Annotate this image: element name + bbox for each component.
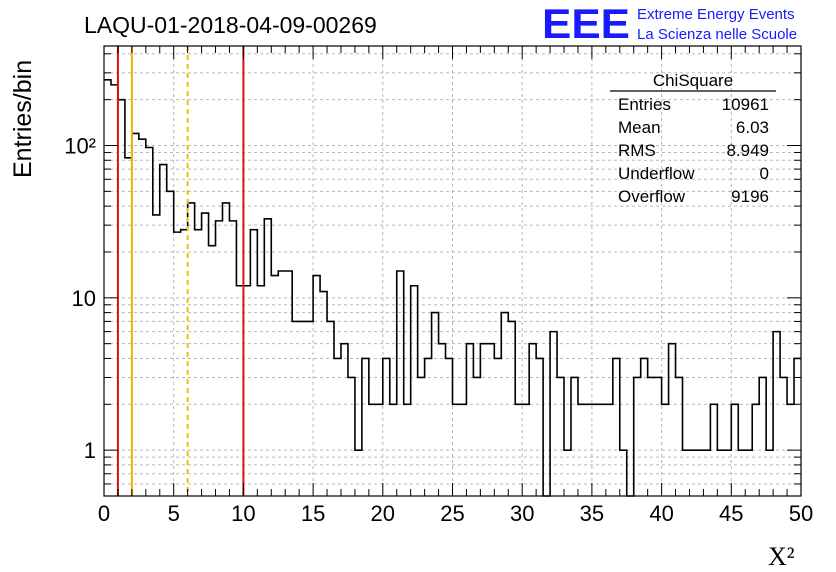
histogram-bin [780, 377, 787, 496]
histogram-bin [641, 358, 648, 496]
histogram-bin [327, 321, 334, 496]
histogram-bin [773, 332, 780, 496]
histogram-bin [613, 358, 620, 496]
stats-value-rms: 8.949 [726, 141, 769, 160]
histogram-bin [222, 203, 229, 496]
x-axis-label: X² [768, 542, 795, 571]
stats-label-rms: RMS [618, 141, 656, 160]
histogram-series [104, 78, 801, 497]
stats-label-underflow: Underflow [618, 164, 695, 183]
histogram-bin [271, 276, 278, 496]
histogram-bin [132, 133, 139, 496]
y-axis-label: Entries/bin [9, 60, 37, 178]
plot-title: LAQU-01-2018-04-09-00269 [84, 12, 377, 38]
histogram-bin [334, 358, 341, 496]
histogram-bin [418, 377, 425, 496]
histogram-bin [425, 358, 432, 496]
stats-value-mean: 6.03 [736, 118, 769, 137]
eee-logo-line1: Extreme Energy Events [637, 6, 795, 23]
histogram-bin [174, 232, 181, 496]
histogram-bin [676, 377, 683, 496]
histogram-bin [104, 80, 111, 496]
histogram-bin [341, 344, 348, 496]
histogram-bin [195, 230, 202, 496]
histogram-bin [669, 344, 676, 496]
stats-value-underflow: 0 [760, 164, 769, 183]
x-tick-label: 10 [231, 501, 255, 526]
histogram-bin [557, 377, 564, 496]
y-tick-label: 1 [84, 438, 96, 463]
eee-logo-line2: La Scienza nelle Scuole [637, 26, 797, 43]
x-tick-label: 20 [371, 501, 395, 526]
histogram-bin [209, 246, 216, 496]
histogram-bin [348, 377, 355, 496]
histogram-bin [292, 321, 299, 496]
histogram-bin [634, 377, 641, 496]
x-tick-label: 50 [789, 501, 813, 526]
histogram-bin [480, 344, 487, 496]
histogram-bin [306, 321, 313, 496]
y-tick-label: 10 [72, 286, 96, 311]
histogram-bin [473, 377, 480, 496]
eee-logo: EEE Extreme Energy Events La Scienza nel… [542, 0, 797, 47]
stats-label-mean: Mean [618, 118, 661, 137]
x-tick-label: 5 [168, 501, 180, 526]
x-tick-label: 45 [719, 501, 743, 526]
histogram-bin [571, 377, 578, 496]
stats-value-entries: 10961 [722, 95, 769, 114]
eee-logo-mark: EEE [542, 0, 630, 47]
histogram-bin [181, 230, 188, 496]
histogram-bin [299, 321, 306, 496]
histogram-bin [125, 158, 132, 496]
histogram-bin [111, 85, 118, 496]
histogram-bin [313, 276, 320, 496]
histogram-bin [508, 321, 515, 496]
histogram-bin [139, 139, 146, 496]
histogram-bin [487, 344, 494, 496]
histogram-bin [494, 358, 501, 496]
histogram-bin [188, 203, 195, 496]
histogram-bin [202, 213, 209, 496]
histogram-bin [153, 215, 160, 496]
x-tick-label: 0 [98, 501, 110, 526]
x-tick-label: 40 [649, 501, 673, 526]
histogram-bin [529, 344, 536, 496]
histogram-bin [550, 332, 557, 496]
histogram-bin [466, 344, 473, 496]
x-tick-label: 35 [580, 501, 604, 526]
histogram-bin [655, 377, 662, 496]
x-tick-label: 25 [440, 501, 464, 526]
y-tick-label: 10² [64, 133, 96, 158]
x-tick-label: 30 [510, 501, 534, 526]
histogram-bin [250, 230, 257, 496]
stats-label-entries: Entries [618, 95, 671, 114]
histogram-bin [446, 358, 453, 496]
histogram-bin [536, 358, 543, 496]
stats-value-overflow: 9196 [731, 187, 769, 206]
x-tick-label: 15 [301, 501, 325, 526]
stats-label-overflow: Overflow [618, 187, 686, 206]
histogram-bin [648, 377, 655, 496]
histogram-bin [362, 358, 369, 496]
plot-area: 0 5 10 15 20 25 30 35 40 45 50 1 10 10² [64, 45, 813, 526]
histogram-bin [160, 165, 167, 496]
histogram-bin [439, 344, 446, 496]
stats-box: ChiSquare Entries 10961 Mean 6.03 RMS 8.… [610, 71, 776, 206]
histogram-bin [383, 358, 390, 496]
histogram-bin [794, 358, 801, 496]
stats-box-title: ChiSquare [653, 71, 733, 90]
histogram-bin [264, 219, 271, 496]
histogram-bin [759, 377, 766, 496]
